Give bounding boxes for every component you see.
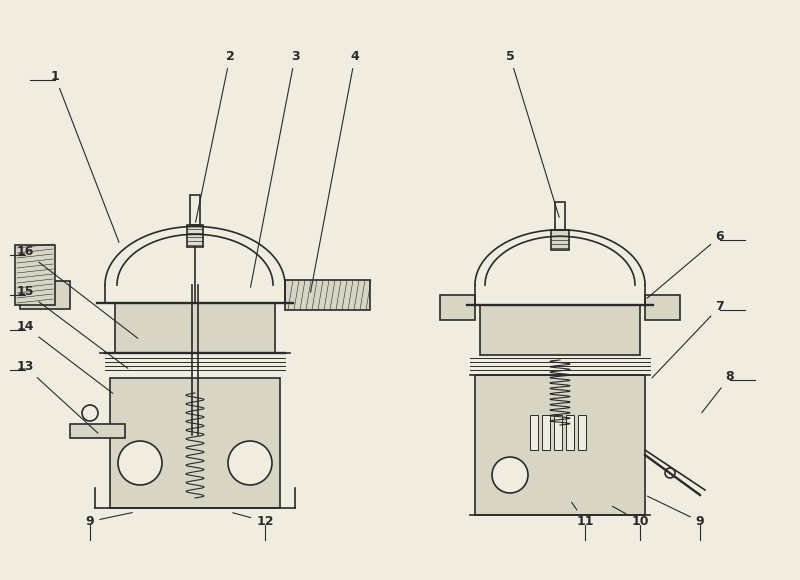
Bar (530, 415, 538, 450)
Bar (187, 225, 203, 247)
Circle shape (665, 468, 675, 478)
Bar (20, 281, 70, 309)
Circle shape (82, 405, 98, 421)
Text: 8: 8 (702, 370, 734, 413)
Bar (566, 415, 574, 450)
Bar (554, 415, 562, 450)
Text: 3: 3 (250, 50, 299, 287)
Bar (542, 415, 550, 450)
Text: 5: 5 (506, 50, 559, 218)
Text: 16: 16 (16, 245, 138, 338)
Bar (190, 195, 200, 225)
Text: 9: 9 (647, 496, 704, 528)
Text: 10: 10 (613, 506, 649, 528)
Bar (645, 295, 680, 320)
Text: 13: 13 (16, 360, 98, 433)
Text: 6: 6 (647, 230, 724, 298)
Bar (440, 295, 475, 320)
Text: 14: 14 (16, 320, 113, 393)
Text: 7: 7 (652, 300, 724, 378)
Bar (475, 375, 645, 515)
Text: 9: 9 (86, 513, 132, 528)
Bar (115, 303, 275, 353)
Bar (70, 424, 125, 438)
Text: 12: 12 (233, 513, 274, 528)
Text: 15: 15 (16, 285, 128, 368)
Circle shape (492, 457, 528, 493)
Circle shape (228, 441, 272, 485)
Bar (285, 280, 370, 310)
Bar (480, 305, 640, 355)
Text: 11: 11 (571, 502, 594, 528)
Bar (551, 230, 569, 250)
Circle shape (118, 441, 162, 485)
Text: 2: 2 (195, 50, 234, 222)
Bar (555, 202, 565, 230)
Text: 4: 4 (310, 50, 359, 292)
Bar (15, 245, 55, 305)
Text: 1: 1 (50, 70, 119, 242)
Bar (578, 415, 586, 450)
Bar (110, 378, 280, 508)
